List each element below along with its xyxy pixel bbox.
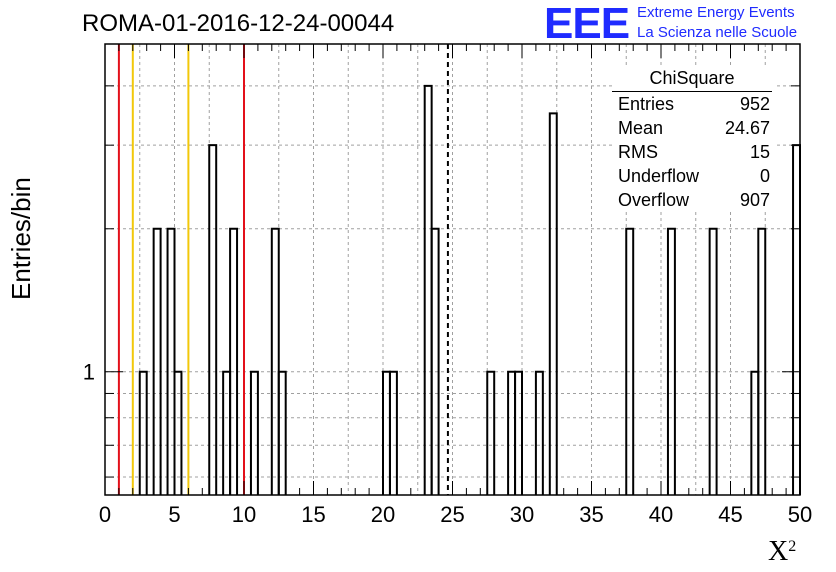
stats-box: ChiSquare Entries 952 Mean 24.67 RMS 15 … <box>612 66 776 212</box>
histogram-bar <box>625 227 635 495</box>
histogram-bar <box>249 370 259 495</box>
histogram-bar <box>423 84 433 495</box>
histogram-bar <box>708 227 718 495</box>
x-tick-label: 25 <box>440 502 464 527</box>
x-tick-label: 45 <box>718 502 742 527</box>
run-title: ROMA-01-2016-12-24-00044 <box>82 10 395 37</box>
x-axis-label-base: X <box>768 536 789 567</box>
histogram-bar <box>222 370 232 495</box>
x-tick-label: 5 <box>168 502 180 527</box>
x-tick-label: 15 <box>301 502 325 527</box>
x-axis-label: X2 <box>768 536 796 568</box>
histogram-bar <box>514 370 523 495</box>
tick-labels: 0 5 10 15 20 25 30 35 40 45 50 1 <box>83 360 812 527</box>
histogram-bar <box>507 370 517 495</box>
histogram-bar <box>173 370 183 495</box>
y-axis-label: Entries/bin <box>6 177 36 300</box>
histogram-bar <box>270 227 280 495</box>
histogram-bar <box>208 144 218 495</box>
axis-ticks <box>104 44 801 495</box>
logo-text-line2: La Scienza nelle Scuole <box>637 24 798 41</box>
eee-logo-mark: EEE <box>544 0 630 48</box>
histogram-bar <box>666 227 676 495</box>
histogram-bar <box>388 370 398 495</box>
histogram-bar <box>152 227 162 495</box>
x-tick-label: 30 <box>510 502 534 527</box>
histogram-bars <box>138 84 801 495</box>
x-tick-label: 40 <box>649 502 673 527</box>
x-tick-label: 10 <box>232 502 256 527</box>
stats-value: 907 <box>739 190 770 210</box>
stats-title: ChiSquare <box>612 66 772 92</box>
histogram-bar <box>430 227 440 495</box>
histogram-bar <box>486 370 496 495</box>
histogram-bar <box>750 370 760 495</box>
stats-value: 24.67 <box>724 118 770 138</box>
histogram-bar <box>534 370 544 495</box>
histogram-bar <box>277 370 287 495</box>
histogram-bar <box>382 370 391 495</box>
histogram-bar <box>792 144 801 495</box>
stats-row-overflow: Overflow 907 <box>612 188 776 212</box>
x-tick-label: 20 <box>371 502 395 527</box>
stats-row-mean: Mean 24.67 <box>612 116 776 140</box>
stats-label: Entries <box>618 94 675 114</box>
y-tick-label: 1 <box>83 360 95 385</box>
histogram-bar <box>229 227 239 495</box>
x-tick-label: 35 <box>579 502 603 527</box>
stats-label: Mean <box>618 118 664 138</box>
stats-label: Underflow <box>618 166 700 186</box>
stats-value: 15 <box>749 142 770 162</box>
x-tick-label: 50 <box>788 502 812 527</box>
reference-lines <box>117 44 449 495</box>
logo-text-line1: Extreme Energy Events <box>637 4 795 21</box>
x-axis-label-sup: 2 <box>788 538 797 555</box>
stats-value: 0 <box>759 166 770 186</box>
stats-row-rms: RMS 15 <box>612 140 776 164</box>
histogram-bar <box>166 227 176 495</box>
stats-label: RMS <box>618 142 658 162</box>
grid-lines <box>105 44 800 495</box>
stats-row-underflow: Underflow 0 <box>612 164 776 188</box>
stats-label: Overflow <box>618 190 690 210</box>
histogram-bar <box>138 370 148 495</box>
histogram-bar <box>548 112 558 495</box>
x-tick-label: 0 <box>99 502 111 527</box>
histogram-bar <box>757 227 767 495</box>
stats-value: 952 <box>739 94 770 114</box>
stats-row-entries: Entries 952 <box>612 92 776 116</box>
